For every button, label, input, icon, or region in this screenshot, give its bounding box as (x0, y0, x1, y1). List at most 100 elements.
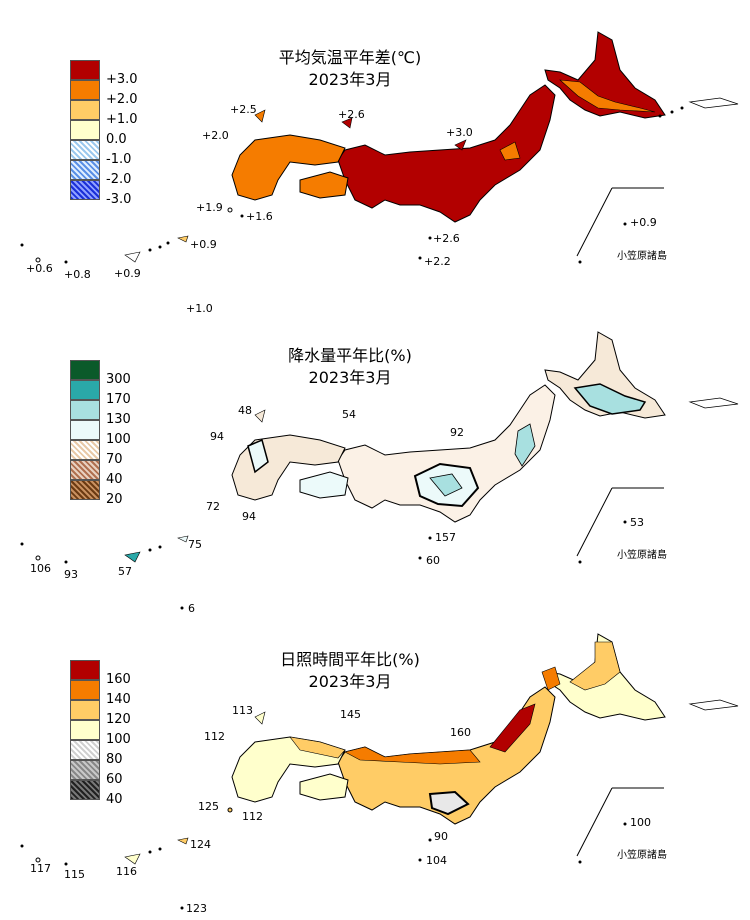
temperature-map (20, 31, 739, 264)
station-value: 113 (232, 704, 253, 717)
map-subtitle: 2023年3月 (308, 672, 392, 691)
kyushu-region (231, 134, 346, 201)
station-value: 112 (242, 810, 263, 823)
legend-label: 80 (106, 752, 123, 767)
station-value: 116 (116, 865, 137, 878)
legend-swatch (70, 740, 100, 760)
station-value: 57 (118, 565, 132, 578)
bonin-islands-label: 小笠原諸島 (617, 550, 667, 561)
legend-label: +3.0 (106, 72, 138, 87)
legend-swatch (70, 60, 100, 80)
station-value: 72 (206, 500, 220, 513)
station-value: 94 (210, 430, 224, 443)
station-value: 106 (30, 562, 51, 575)
legend-label: 100 (106, 432, 131, 447)
station-value: 60 (426, 554, 440, 567)
station-value: 104 (426, 854, 447, 867)
shikoku-region (299, 471, 349, 499)
honshu-region (337, 84, 556, 223)
legend-label: 120 (106, 712, 131, 727)
station-value: 123 (186, 902, 207, 915)
station-value: +0.9 (114, 267, 141, 280)
legend-label: 130 (106, 412, 131, 427)
legend-swatch (70, 80, 100, 100)
station-value: 92 (450, 426, 464, 439)
legend-swatch (70, 760, 100, 780)
legend-label: 40 (106, 472, 123, 487)
map-title: 降水量平年比(%) (288, 346, 412, 365)
temperature-panel: 平均気温平年差(℃) 2023年3月 +3.0 +2.0 +1.0 0.0 -1… (0, 0, 750, 315)
legend-swatch (70, 400, 100, 420)
legend-label: 20 (106, 492, 123, 507)
legend-swatch (70, 360, 100, 380)
map-subtitle: 2023年3月 (308, 70, 392, 89)
bonin-islands-label: 小笠原諸島 (617, 850, 667, 861)
legend-label: +2.0 (106, 92, 138, 107)
hokkaido-region (544, 31, 666, 119)
station-value: +1.9 (196, 201, 223, 214)
legend-label: -3.0 (106, 192, 132, 207)
station-value: +0.9 (190, 238, 217, 251)
legend-label: +1.0 (106, 112, 138, 127)
station-value: +2.0 (202, 129, 229, 142)
precipitation-panel: 降水量平年比(%) 2023年3月 300 170 130 100 70 40 … (0, 306, 750, 615)
legend-label: -2.0 (106, 172, 132, 187)
station-value: 48 (238, 404, 252, 417)
legend-swatch (70, 700, 100, 720)
legend-swatch (70, 480, 100, 500)
legend-swatch (70, 380, 100, 400)
legend-swatch (70, 780, 100, 800)
station-value: +2.5 (230, 103, 257, 116)
map-title: 日照時間平年比(%) (280, 650, 420, 669)
hokkaido-region (544, 331, 666, 419)
legend-swatch (70, 140, 100, 160)
shikoku-region (299, 773, 349, 801)
station-value: 100 (630, 816, 651, 829)
station-value: 125 (198, 800, 219, 813)
legend-swatch (70, 680, 100, 700)
station-value: 124 (190, 838, 211, 851)
station-value: 90 (434, 830, 448, 843)
legend-swatch (70, 420, 100, 440)
legend-label: 70 (106, 452, 123, 467)
sunshine-map (20, 633, 739, 910)
station-value: 160 (450, 726, 471, 739)
station-value: +2.6 (338, 108, 365, 121)
station-value: +0.6 (26, 262, 53, 275)
station-value: +1.0 (186, 302, 213, 315)
map-title: 平均気温平年差(℃) (278, 48, 422, 67)
station-value: 157 (435, 531, 456, 544)
legend-swatch (70, 440, 100, 460)
shikoku-region (299, 171, 349, 199)
station-value: 115 (64, 868, 85, 881)
precipitation-map (20, 331, 739, 610)
station-value: 54 (342, 408, 356, 421)
legend-swatch (70, 460, 100, 480)
station-value: 75 (188, 538, 202, 551)
legend-label: 40 (106, 792, 123, 807)
legend-label: 100 (106, 732, 131, 747)
bonin-islands-label: 小笠原諸島 (617, 251, 667, 262)
station-value: 145 (340, 708, 361, 721)
station-value: 53 (630, 516, 644, 529)
legend-label: -1.0 (106, 152, 132, 167)
legend-swatch (70, 720, 100, 740)
legend-swatch (70, 160, 100, 180)
legend-label: 160 (106, 672, 131, 687)
legend-swatch (70, 120, 100, 140)
station-value: 117 (30, 862, 51, 875)
station-value: +2.2 (424, 255, 451, 268)
legend-label: 170 (106, 392, 131, 407)
station-value: 112 (204, 730, 225, 743)
station-value: +0.9 (630, 216, 657, 229)
station-value: +1.6 (246, 210, 273, 223)
station-value: 93 (64, 568, 78, 581)
map-subtitle: 2023年3月 (308, 368, 392, 387)
legend-label: 0.0 (106, 132, 127, 147)
legend-swatch (70, 100, 100, 120)
legend-label: 60 (106, 772, 123, 787)
station-value: 6 (188, 602, 195, 615)
station-value: +0.8 (64, 268, 91, 281)
sunshine-panel: 日照時間平年比(%) 2023年3月 160 140 120 100 80 60… (0, 612, 750, 918)
legend-label: 140 (106, 692, 131, 707)
